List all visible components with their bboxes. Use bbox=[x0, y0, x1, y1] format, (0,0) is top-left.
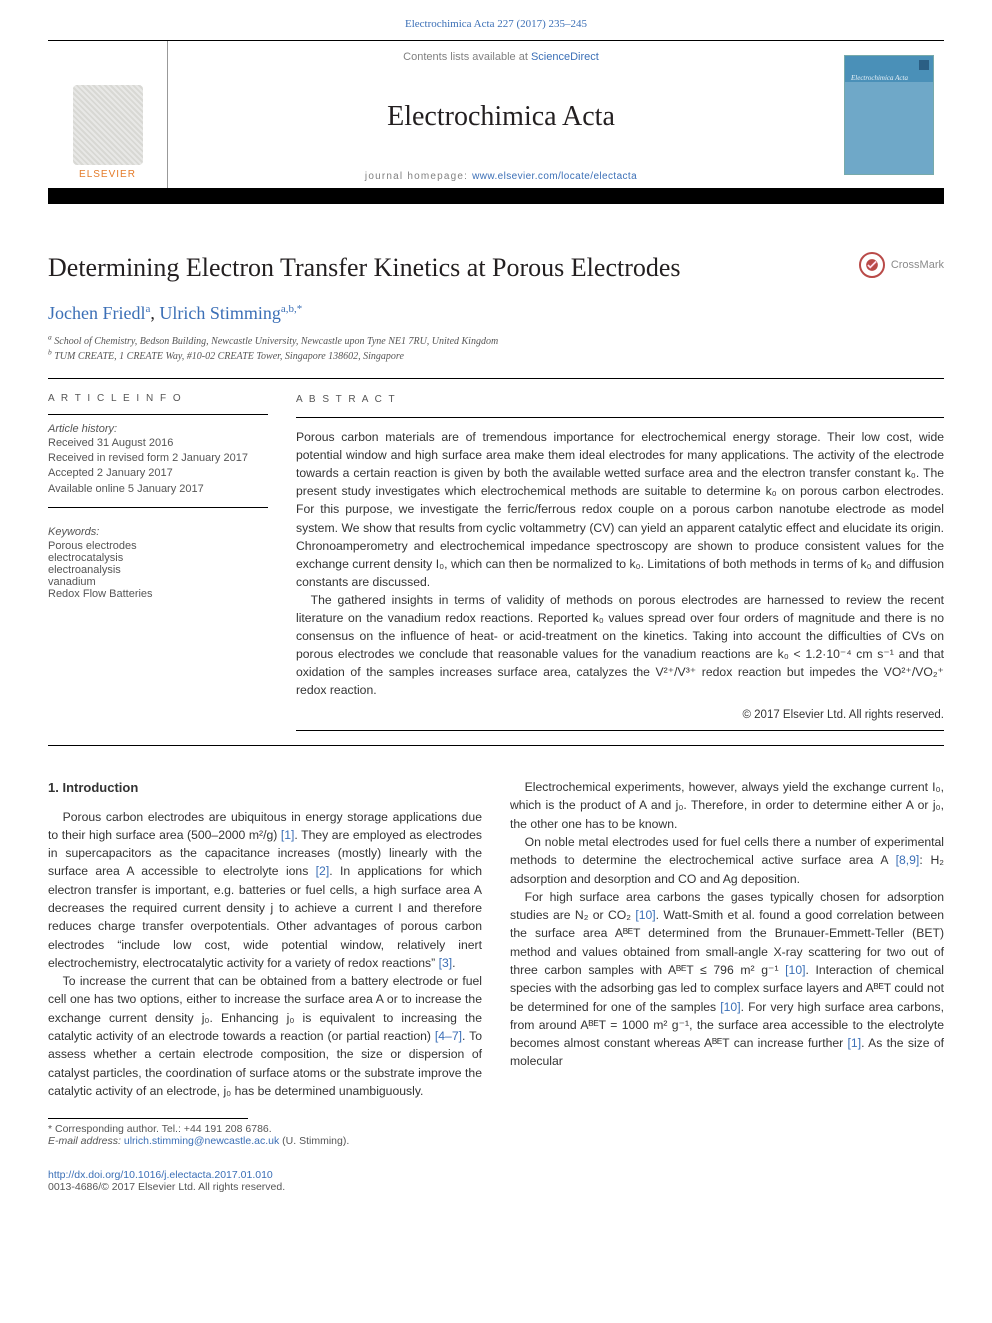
affiliation-b: b TUM CREATE, 1 CREATE Way, #10-02 CREAT… bbox=[48, 349, 944, 364]
running-head: Electrochimica Acta 227 (2017) 235–245 bbox=[0, 0, 992, 40]
author-2[interactable]: Ulrich Stimming bbox=[159, 303, 281, 323]
article-title: Determining Electron Transfer Kinetics a… bbox=[48, 252, 944, 285]
contents-line: Contents lists available at ScienceDirec… bbox=[403, 51, 599, 63]
ref-1[interactable]: [1] bbox=[281, 828, 295, 842]
crossmark-badge[interactable]: CrossMark bbox=[859, 252, 944, 278]
history-1: Received in revised form 2 January 2017 bbox=[48, 451, 268, 466]
history-label: Article history: bbox=[48, 423, 268, 435]
abstract-heading: A B S T R A C T bbox=[296, 393, 944, 408]
homepage-link[interactable]: www.elsevier.com/locate/electacta bbox=[472, 171, 637, 182]
ref-2[interactable]: [2] bbox=[316, 864, 330, 878]
abstract-p1: Porous carbon materials are of tremendou… bbox=[296, 428, 944, 590]
ref-10a[interactable]: [10] bbox=[635, 908, 655, 922]
abstract-col: A B S T R A C T Porous carbon materials … bbox=[296, 393, 944, 732]
ref-3[interactable]: [3] bbox=[439, 956, 453, 970]
keyword-0: Porous electrodes bbox=[48, 540, 268, 552]
doi-link[interactable]: http://dx.doi.org/10.1016/j.electacta.20… bbox=[48, 1169, 273, 1181]
journal-title: Electrochimica Acta bbox=[387, 101, 615, 133]
body-p4: On noble metal electrodes used for fuel … bbox=[510, 833, 944, 888]
article-history: Article history: Received 31 August 2016… bbox=[48, 423, 268, 498]
author-1-affil: a bbox=[145, 303, 150, 315]
info-rule bbox=[48, 414, 268, 415]
keywords-label: Keywords: bbox=[48, 526, 268, 538]
homepage-line: journal homepage: www.elsevier.com/locat… bbox=[365, 171, 637, 182]
affiliation-a: a School of Chemistry, Bedson Building, … bbox=[48, 334, 944, 349]
masthead-center: Contents lists available at ScienceDirec… bbox=[168, 41, 834, 188]
section-1-heading: 1. Introduction bbox=[48, 778, 482, 798]
article-info-col: A R T I C L E I N F O Article history: R… bbox=[48, 393, 268, 732]
sciencedirect-link[interactable]: ScienceDirect bbox=[531, 51, 599, 63]
crossmark-icon bbox=[859, 252, 885, 278]
ref-10b[interactable]: [10] bbox=[785, 963, 805, 977]
keyword-3: vanadium bbox=[48, 576, 268, 588]
masthead: ELSEVIER Contents lists available at Sci… bbox=[48, 40, 944, 190]
keyword-1: electrocatalysis bbox=[48, 552, 268, 564]
homepage-label: journal homepage: bbox=[365, 171, 472, 182]
ref-10c[interactable]: [10] bbox=[720, 1000, 740, 1014]
copyright: © 2017 Elsevier Ltd. All rights reserved… bbox=[296, 707, 944, 724]
abstract-rule-bottom bbox=[296, 730, 944, 731]
corr-email[interactable]: ulrich.stimming@newcastle.ac.uk bbox=[124, 1135, 279, 1147]
elsevier-tree-icon bbox=[73, 85, 143, 165]
keyword-4: Redox Flow Batteries bbox=[48, 588, 268, 600]
info-rule-2 bbox=[48, 507, 268, 508]
body-p3: Electrochemical experiments, however, al… bbox=[510, 778, 944, 833]
history-0: Received 31 August 2016 bbox=[48, 436, 268, 451]
corr-rule bbox=[48, 1118, 248, 1119]
footer-block: * Corresponding author. Tel.: +44 191 20… bbox=[48, 1118, 944, 1193]
crossmark-label: CrossMark bbox=[891, 259, 944, 271]
publisher-logo: ELSEVIER bbox=[48, 41, 168, 188]
article-info-heading: A R T I C L E I N F O bbox=[48, 393, 268, 404]
meta-abstract-row: A R T I C L E I N F O Article history: R… bbox=[48, 393, 944, 732]
history-2: Accepted 2 January 2017 bbox=[48, 466, 268, 481]
journal-cover-thumb[interactable]: Electrochimica Acta bbox=[844, 55, 934, 175]
history-3: Available online 5 January 2017 bbox=[48, 482, 268, 497]
issn-line: 0013-4686/© 2017 Elsevier Ltd. All right… bbox=[48, 1181, 944, 1193]
rule-top bbox=[48, 378, 944, 379]
body-p2: To increase the current that can be obta… bbox=[48, 972, 482, 1100]
ref-8-9[interactable]: [8,9] bbox=[896, 853, 920, 867]
author-2-affil: a,b, bbox=[281, 303, 297, 315]
ref-4-7[interactable]: [4–7] bbox=[435, 1029, 462, 1043]
cover-container: Electrochimica Acta bbox=[834, 41, 944, 188]
publisher-name: ELSEVIER bbox=[79, 169, 136, 180]
contents-prefix: Contents lists available at bbox=[403, 51, 531, 63]
abstract-p2: The gathered insights in terms of validi… bbox=[296, 591, 944, 699]
ref-1b[interactable]: [1] bbox=[848, 1036, 862, 1050]
masthead-underline bbox=[48, 190, 944, 204]
cover-thumb-title: Electrochimica Acta bbox=[851, 74, 908, 82]
corr-star: * bbox=[297, 303, 303, 315]
abstract-rule bbox=[296, 417, 944, 418]
rule-bottom bbox=[48, 745, 944, 746]
keyword-2: electroanalysis bbox=[48, 564, 268, 576]
corr-email-line: E-mail address: ulrich.stimming@newcastl… bbox=[48, 1135, 944, 1147]
title-block: CrossMark Determining Electron Transfer … bbox=[48, 252, 944, 364]
body-p5: For high surface area carbons the gases … bbox=[510, 888, 944, 1071]
body-columns: 1. Introduction Porous carbon electrodes… bbox=[48, 778, 944, 1100]
authors: Jochen Friedla, Ulrich Stimminga,b,* bbox=[48, 303, 944, 324]
keywords-block: Keywords: Porous electrodes electrocatal… bbox=[48, 526, 268, 600]
corr-author: * Corresponding author. Tel.: +44 191 20… bbox=[48, 1123, 944, 1135]
citation-link[interactable]: Electrochimica Acta 227 (2017) 235–245 bbox=[405, 18, 587, 30]
author-1[interactable]: Jochen Friedl bbox=[48, 303, 145, 323]
body-p1: Porous carbon electrodes are ubiquitous … bbox=[48, 808, 482, 973]
